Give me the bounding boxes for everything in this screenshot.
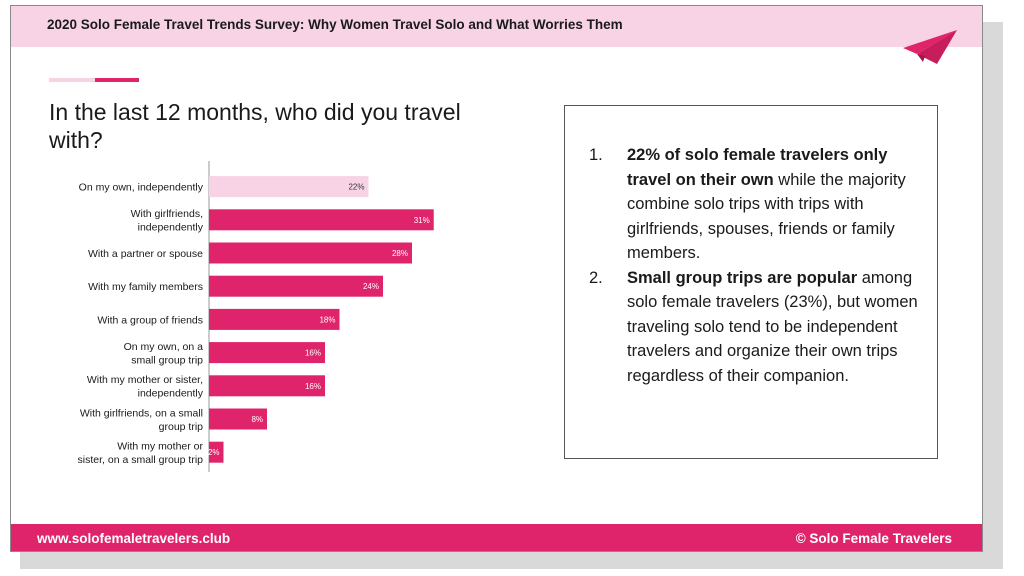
header-bar: 2020 Solo Female Travel Trends Survey: W… bbox=[11, 6, 982, 47]
bar bbox=[209, 242, 412, 264]
chart-question: In the last 12 months, who did you trave… bbox=[49, 99, 461, 153]
category-label: With my mother or sister, on a small grou… bbox=[78, 440, 204, 466]
bar bbox=[209, 308, 340, 330]
footer-bar: www.solofemaletravelers.club © Solo Fema… bbox=[11, 524, 982, 551]
bar bbox=[209, 408, 267, 430]
bar bbox=[209, 176, 369, 198]
insight-highlight: Small group trips are popular bbox=[627, 268, 858, 287]
bar-value-label: 28% bbox=[392, 249, 408, 258]
bar-chart: 22% On my own, independently 31% With girlf… bbox=[78, 161, 434, 472]
insights-list: 1. 22% of solo female travelers only trav… bbox=[589, 143, 929, 388]
paper-plane-icon bbox=[903, 30, 957, 64]
website-link[interactable]: www.solofemaletravelers.club bbox=[37, 531, 231, 546]
copyright-text: © Solo Female Travelers bbox=[795, 531, 952, 546]
bar bbox=[209, 209, 434, 231]
bar bbox=[209, 441, 224, 463]
insights-box: 1. 22% of solo female travelers only trav… bbox=[564, 105, 938, 459]
accent-line-dark bbox=[95, 78, 139, 82]
category-label: With my family members bbox=[88, 281, 203, 293]
accent-line-light bbox=[49, 78, 95, 82]
slide: 2020 Solo Female Travel Trends Survey: W… bbox=[10, 5, 983, 552]
insight-text: among solo female travelers (23%), but w… bbox=[627, 268, 918, 385]
bar-value-label: 24% bbox=[363, 282, 379, 291]
bar bbox=[209, 375, 325, 397]
category-label: On my own, on a small group trip bbox=[124, 341, 204, 367]
category-label: With a group of friends bbox=[97, 314, 203, 326]
insight-item: 1. 22% of solo female travelers only trav… bbox=[589, 143, 929, 266]
bar-value-label: 8% bbox=[251, 415, 263, 424]
category-label: With my mother or sister, independently bbox=[87, 374, 204, 400]
header-title: 2020 Solo Female Travel Trends Survey: W… bbox=[47, 17, 623, 32]
bar-value-label: 31% bbox=[414, 216, 430, 225]
insight-number: 1. bbox=[589, 146, 603, 164]
category-label: On my own, independently bbox=[79, 182, 204, 194]
bar-value-label: 2% bbox=[208, 448, 220, 457]
category-label: With girlfriends, independently bbox=[131, 208, 204, 234]
bar-value-label: 18% bbox=[319, 315, 335, 324]
insight-number: 2. bbox=[589, 268, 603, 287]
insight-text: while the majority combine solo trips wi… bbox=[627, 170, 906, 263]
bar-value-label: 22% bbox=[348, 183, 364, 192]
bar-value-label: 16% bbox=[305, 349, 321, 358]
bar bbox=[209, 275, 383, 297]
bar bbox=[209, 342, 325, 364]
insight-highlight: 22% of solo female travelers only travel… bbox=[627, 146, 888, 189]
insight-item: 2. Small group trips are popular among so… bbox=[589, 266, 929, 389]
bar-value-label: 16% bbox=[305, 382, 321, 391]
category-label: With girlfriends, on a small group trip bbox=[80, 407, 203, 433]
category-label: With a partner or spouse bbox=[88, 248, 203, 260]
